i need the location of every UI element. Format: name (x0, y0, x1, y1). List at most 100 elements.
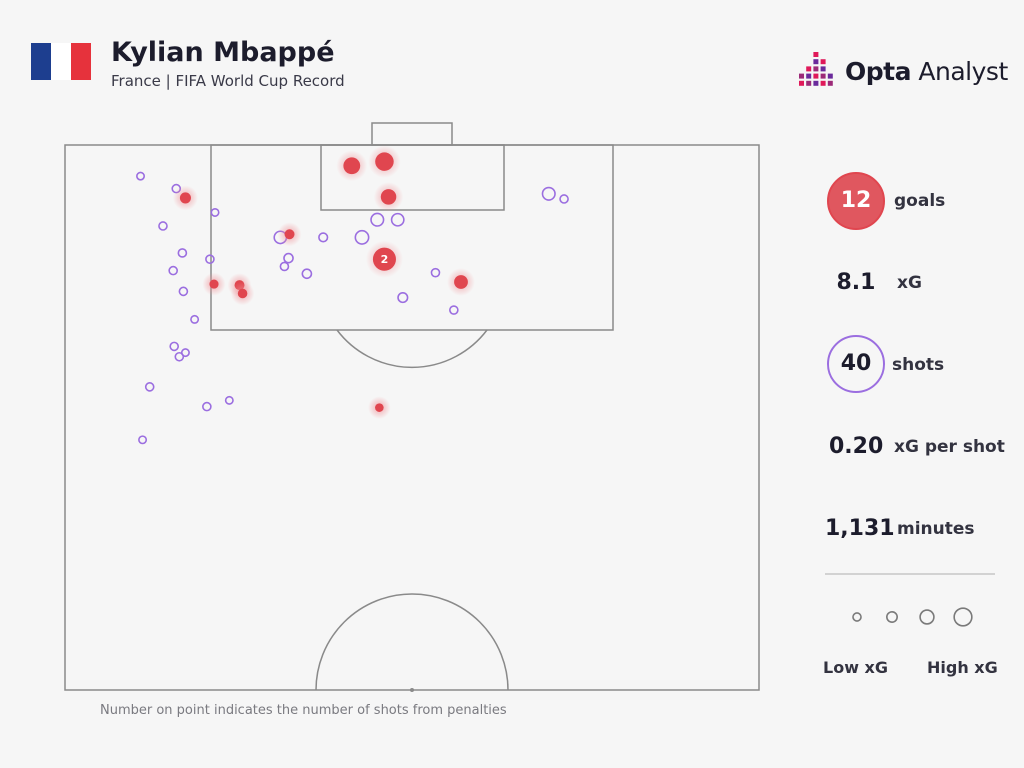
logo-pixel (813, 59, 819, 65)
shot-marker (177, 248, 188, 258)
missed-shot (169, 341, 180, 352)
missed-shot (190, 314, 200, 324)
goal-shot (277, 222, 302, 247)
logo-pixel (806, 80, 812, 86)
missed-shot (354, 229, 370, 245)
logo-pixel (820, 59, 826, 65)
logo-pixel (806, 73, 812, 79)
goal-shot (202, 272, 226, 296)
legend-low-label: Low xG (823, 658, 888, 677)
goal-marker (454, 275, 468, 289)
missed-shot (301, 268, 313, 280)
legend-size-circle (852, 612, 862, 622)
shot-marker (390, 212, 405, 227)
shot-marker (541, 186, 556, 201)
shot-marker (210, 207, 220, 217)
goals-ring (827, 172, 885, 230)
logo-pixel (827, 73, 833, 79)
shot-marker (205, 254, 215, 265)
goal-frame (371, 122, 453, 146)
shot-marker (559, 194, 569, 204)
goal-shot (447, 268, 475, 296)
shot-marker (144, 382, 155, 392)
xg-per-shot-value: 0.20 (829, 434, 884, 459)
shot-marker (174, 351, 185, 362)
missed-shot (205, 254, 215, 265)
missed-shot (224, 395, 234, 405)
missed-shot (180, 348, 190, 358)
brand-name-regular: Analyst (910, 56, 1008, 86)
xg-value: 8.1 (836, 270, 876, 295)
missed-shot (279, 261, 290, 272)
goal-marker (343, 157, 361, 175)
shots-value: 40 (840, 351, 872, 376)
goal-shot (336, 150, 368, 182)
missed-shot (370, 212, 385, 227)
missed-shot (168, 265, 179, 276)
goal-shot (172, 185, 198, 211)
shot-marker (354, 229, 370, 245)
goal-marker (237, 288, 248, 299)
missed-shot (174, 351, 185, 362)
missed-shot (541, 186, 556, 201)
missed-shot (202, 401, 212, 412)
logo-pixel (820, 73, 826, 79)
missed-shot (177, 248, 188, 258)
goal-marker (179, 192, 191, 204)
legend-high-label: High xG (927, 658, 998, 677)
penalty-arc (336, 329, 488, 369)
penalty-count-label: 2 (381, 253, 389, 266)
stat-rings (827, 172, 885, 393)
missed-shot (397, 292, 409, 304)
centre-circle-arc (315, 593, 509, 691)
goal-marker (380, 189, 397, 205)
logo-pixel (813, 52, 819, 57)
brand-name-bold: Opta (845, 56, 911, 86)
xg-label: xG (897, 273, 922, 293)
france-flag-icon (31, 43, 91, 80)
goals-value: 12 (840, 188, 872, 213)
shot-marker (136, 171, 146, 181)
legend-size-circle (886, 611, 898, 623)
goal-marker (372, 247, 396, 271)
missed-shot (559, 194, 569, 204)
logo-pixel (827, 80, 833, 86)
shot-marker (180, 348, 190, 358)
goal-marker (375, 403, 384, 412)
pitch-outline (64, 144, 760, 691)
missed-shot (178, 286, 189, 297)
logo-pixel (820, 80, 826, 86)
centre-spot (410, 688, 414, 692)
legend-size-circle (919, 609, 935, 625)
logo-pixel (820, 66, 826, 72)
shot-marker (190, 314, 200, 324)
xg-per-shot-label: xG per shot (894, 437, 1005, 457)
legend-size-circle (953, 607, 973, 627)
opta-pixel-logo-icon (799, 52, 833, 86)
missed-shot (138, 435, 148, 445)
missed-shot (318, 232, 329, 243)
missed-shot (390, 212, 405, 227)
goal-shot (368, 396, 391, 419)
shot-marker (370, 212, 385, 227)
shot-marker (138, 435, 148, 445)
flag-stripe-white (51, 43, 71, 80)
shot-marker (449, 305, 459, 315)
minutes-label: minutes (897, 519, 975, 539)
shot-marker (168, 265, 179, 276)
flag-stripe-blue (31, 43, 51, 80)
flag-stripe-red (71, 43, 91, 80)
penalty-area (210, 144, 614, 331)
goal-shot (230, 281, 255, 306)
missed-shot (136, 171, 146, 181)
missed-shot (210, 207, 220, 217)
shot-marker (301, 268, 313, 280)
logo-pixel (806, 66, 812, 72)
chart-title: Kylian Mbappé (111, 37, 335, 68)
goal-shot (373, 182, 404, 212)
shot-marker (318, 232, 329, 243)
goal-marker (209, 279, 219, 289)
shot-marker (279, 261, 290, 272)
goals-label: goals (894, 191, 946, 211)
